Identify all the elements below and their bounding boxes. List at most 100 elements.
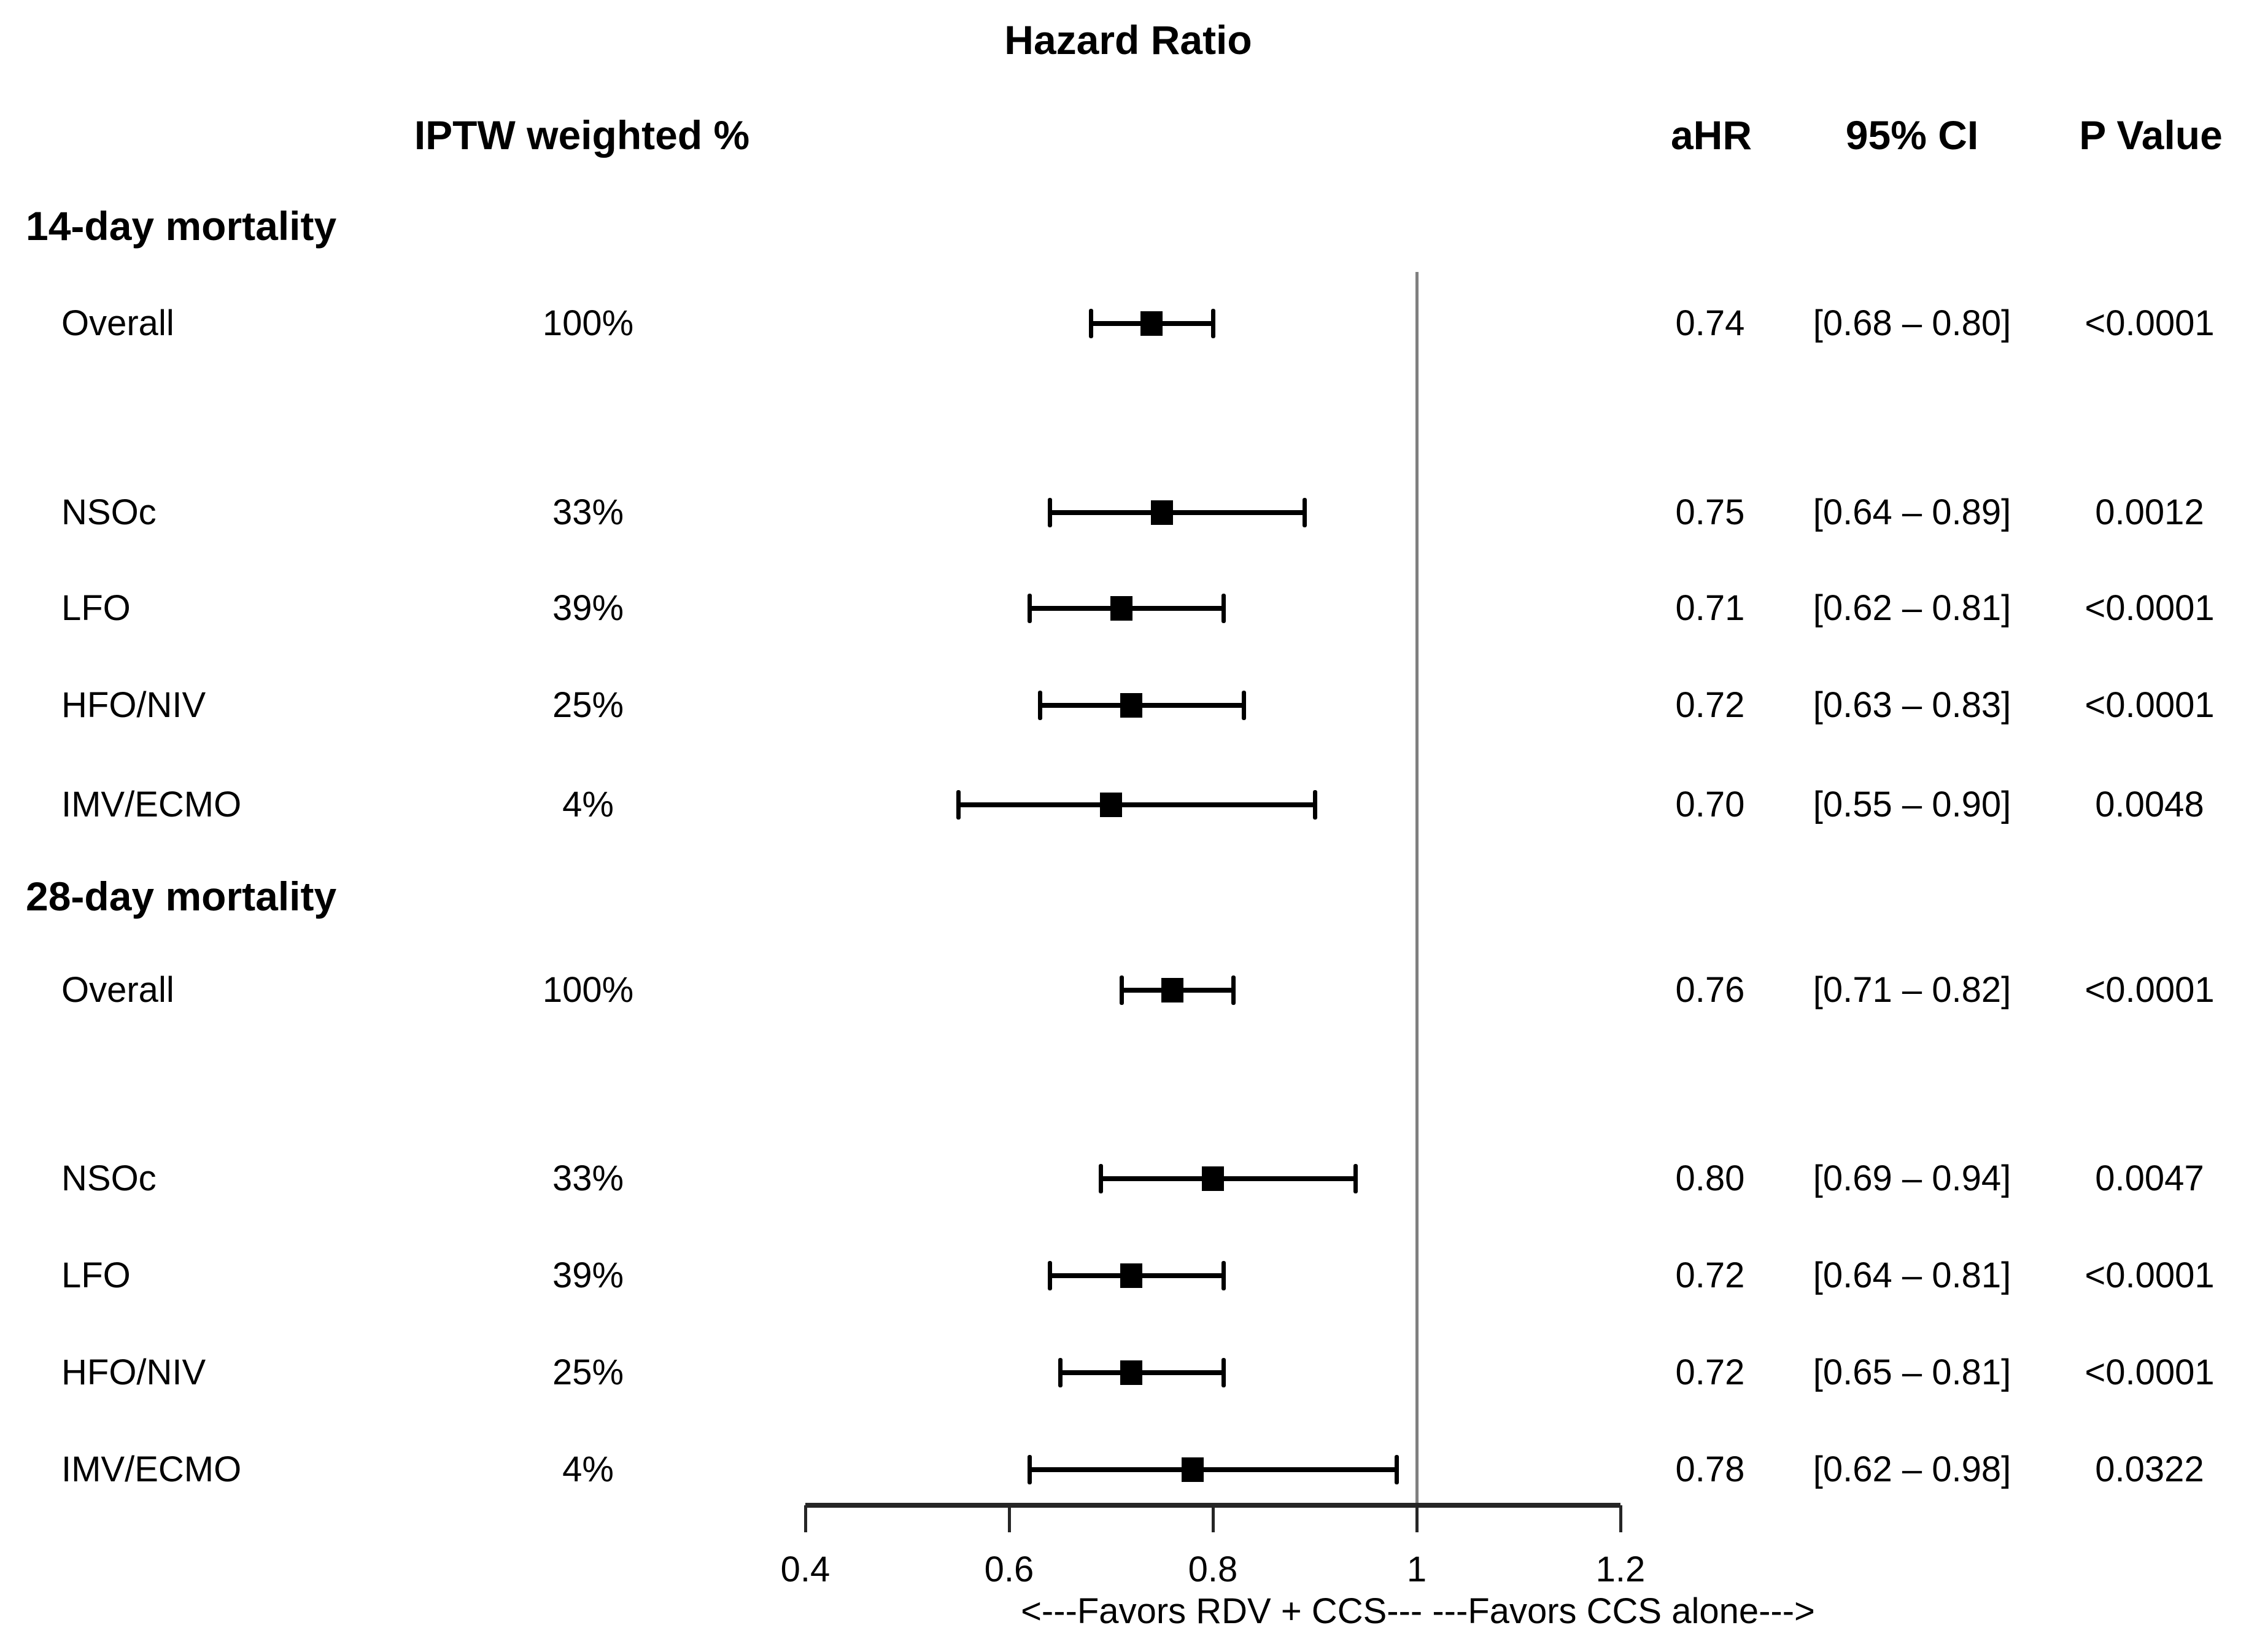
axis-tick-label: 1 <box>1406 1549 1427 1589</box>
hazard-ratio-marker <box>1120 1263 1143 1288</box>
axis-tick-label: 1.2 <box>1595 1549 1646 1589</box>
ci-cap-left <box>1048 498 1053 527</box>
hazard-ratio-marker <box>1120 1360 1143 1385</box>
row-iptw-pct: 33% <box>552 1158 624 1198</box>
row-p-value: <0.0001 <box>2085 1255 2215 1295</box>
ci-cap-left <box>1028 594 1032 623</box>
row-label: NSOc <box>61 1158 157 1198</box>
row-ci-value: [0.62 – 0.98] <box>1813 1449 2011 1489</box>
row-ci-value: [0.55 – 0.90] <box>1813 785 2011 824</box>
row-label: IMV/ECMO <box>61 785 242 824</box>
row-ci-value: [0.64 – 0.81] <box>1813 1255 2011 1295</box>
row-ahr-value: 0.71 <box>1675 588 1745 628</box>
row-label: HFO/NIV <box>61 1352 206 1392</box>
row-ahr-value: 0.74 <box>1675 303 1745 343</box>
axis-tick-label: 0.4 <box>780 1549 830 1589</box>
row-ahr-value: 0.72 <box>1675 685 1745 725</box>
row-p-value: <0.0001 <box>2085 303 2215 343</box>
row-iptw-pct: 4% <box>562 1449 614 1489</box>
row-p-value: <0.0001 <box>2085 970 2215 1010</box>
row-label: Overall <box>61 970 174 1010</box>
page-title: Hazard Ratio <box>1004 17 1252 63</box>
section-header: 14-day mortality <box>26 203 337 249</box>
ci-cap-left <box>1088 309 1093 338</box>
section-header: 28-day mortality <box>26 874 337 919</box>
row-label: HFO/NIV <box>61 685 206 725</box>
ci-cap-left <box>1119 975 1124 1005</box>
axis-tick <box>1211 1505 1215 1532</box>
hazard-ratio-marker <box>1110 596 1132 621</box>
axis-tick <box>803 1505 807 1532</box>
row-ahr-value: 0.72 <box>1675 1352 1745 1392</box>
ci-line <box>1029 1467 1396 1472</box>
row-label: LFO <box>61 1255 131 1295</box>
row-iptw-pct: 25% <box>552 1352 624 1392</box>
hazard-ratio-marker <box>1202 1166 1224 1191</box>
row-ci-value: [0.68 – 0.80] <box>1813 303 2011 343</box>
row-p-value: <0.0001 <box>2085 1352 2215 1392</box>
row-label: NSOc <box>61 492 157 532</box>
ci-cap-left <box>1037 691 1042 720</box>
hazard-ratio-marker <box>1120 693 1143 718</box>
axis-tick <box>1415 1505 1419 1532</box>
column-header-ahr: aHR <box>1670 112 1752 158</box>
row-iptw-pct: 25% <box>552 685 624 725</box>
ci-cap-left <box>956 790 961 820</box>
axis-tick-label: 0.8 <box>1188 1549 1238 1589</box>
row-ahr-value: 0.75 <box>1675 492 1745 532</box>
axis-tick <box>1007 1505 1011 1532</box>
row-ci-value: [0.69 – 0.94] <box>1813 1158 2011 1198</box>
row-ahr-value: 0.78 <box>1675 1449 1745 1489</box>
ci-cap-left <box>1048 1261 1053 1290</box>
row-p-value: 0.0048 <box>2095 785 2204 824</box>
row-p-value: 0.0012 <box>2095 492 2204 532</box>
row-ci-value: [0.64 – 0.89] <box>1813 492 2011 532</box>
row-iptw-pct: 100% <box>542 970 634 1010</box>
ci-cap-right <box>1313 790 1317 820</box>
row-p-value: 0.0047 <box>2095 1158 2204 1198</box>
ci-cap-right <box>1394 1455 1399 1484</box>
row-ci-value: [0.62 – 0.81] <box>1813 588 2011 628</box>
hazard-ratio-marker <box>1100 793 1122 817</box>
ci-cap-left <box>1058 1358 1063 1387</box>
row-p-value: 0.0322 <box>2095 1449 2204 1489</box>
column-header-ci: 95% CI <box>1845 112 1979 158</box>
row-p-value: <0.0001 <box>2085 588 2215 628</box>
row-label: Overall <box>61 303 174 343</box>
ci-line <box>1050 510 1305 515</box>
row-label: IMV/ECMO <box>61 1449 242 1489</box>
ci-cap-right <box>1221 1261 1226 1290</box>
ci-cap-right <box>1221 594 1226 623</box>
reference-line <box>1415 272 1419 1505</box>
row-iptw-pct: 33% <box>552 492 624 532</box>
ci-cap-right <box>1303 498 1307 527</box>
ci-cap-left <box>1099 1164 1104 1193</box>
ci-cap-right <box>1211 309 1215 338</box>
ci-cap-right <box>1221 1358 1226 1387</box>
hazard-ratio-marker <box>1161 978 1183 1002</box>
row-iptw-pct: 39% <box>552 1255 624 1295</box>
row-iptw-pct: 100% <box>542 303 634 343</box>
row-p-value: <0.0001 <box>2085 685 2215 725</box>
favors-direction-label: <---Favors RDV + CCS--- ---Favors CCS al… <box>1021 1591 1815 1631</box>
row-label: LFO <box>61 588 131 628</box>
row-ahr-value: 0.70 <box>1675 785 1745 824</box>
column-header-pvalue: P Value <box>2079 112 2223 158</box>
ci-cap-left <box>1028 1455 1032 1484</box>
row-ahr-value: 0.76 <box>1675 970 1745 1010</box>
ci-line <box>958 802 1315 807</box>
hazard-ratio-marker <box>1140 311 1163 336</box>
column-header-iptw: IPTW weighted % <box>414 112 750 158</box>
row-iptw-pct: 4% <box>562 785 614 824</box>
axis-tick-label: 0.6 <box>984 1549 1034 1589</box>
axis-tick <box>1619 1505 1622 1532</box>
row-ci-value: [0.63 – 0.83] <box>1813 685 2011 725</box>
ci-cap-right <box>1231 975 1236 1005</box>
row-ci-value: [0.71 – 0.82] <box>1813 970 2011 1010</box>
row-ci-value: [0.65 – 0.81] <box>1813 1352 2011 1392</box>
hazard-ratio-marker <box>1181 1457 1204 1482</box>
row-ahr-value: 0.72 <box>1675 1255 1745 1295</box>
ci-cap-right <box>1353 1164 1358 1193</box>
row-iptw-pct: 39% <box>552 588 624 628</box>
